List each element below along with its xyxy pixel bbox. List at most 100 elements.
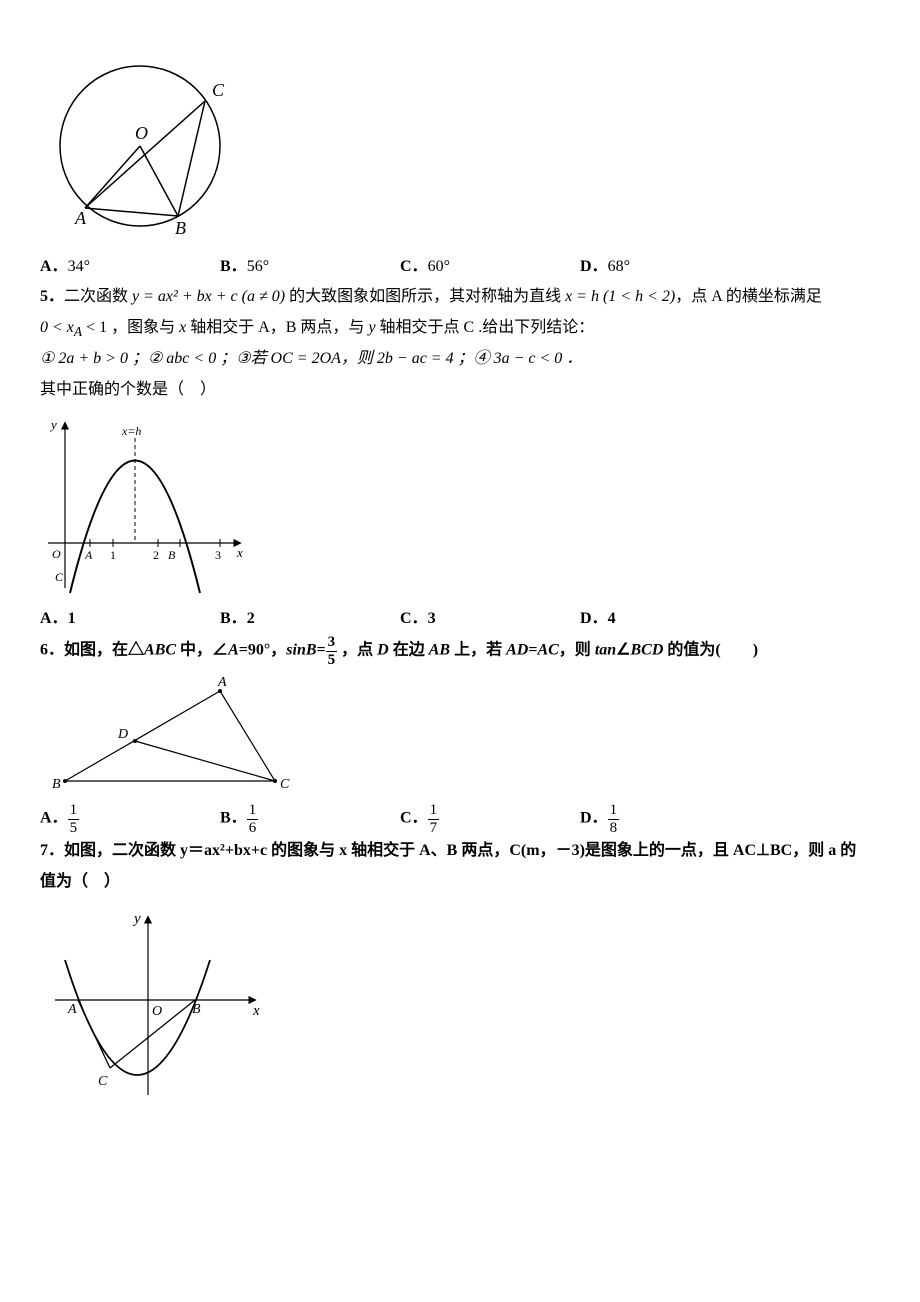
q7-line1: 7．如图，二次函数 y＝ax²+bx+c 的图象与 x 轴相交于 A、B 两点，…	[40, 836, 880, 866]
opt-label: C．	[400, 610, 428, 627]
q7-ACBC: AC⊥BC	[733, 842, 792, 859]
svg-text:y: y	[132, 911, 141, 927]
q6-text: ，点	[337, 642, 377, 659]
q7-text: 的图象与	[267, 842, 339, 859]
q7-num: 7．	[40, 842, 64, 859]
q6-text: ，则	[559, 642, 595, 659]
q7-text: 的	[836, 842, 856, 859]
svg-text:O: O	[152, 1004, 162, 1019]
opt-text: 34°	[68, 258, 90, 275]
q6-options: A．15 B．16 C．17 D．18	[40, 802, 880, 836]
q5-text: 二次函数	[64, 288, 132, 305]
q5-eq2: x = h (1 < h < 2)	[565, 288, 675, 305]
q5-svg: A 1 2 B 3 O x y C x=h	[40, 413, 250, 598]
q6-triangle-diagram: A B C D	[40, 676, 880, 796]
opt-text: 2	[247, 610, 255, 627]
opt-text: 60°	[428, 258, 450, 275]
q7-svg: x y O A B C	[40, 905, 270, 1100]
q6-text: 如图，在△	[64, 642, 144, 659]
q7-text: ，则	[792, 842, 828, 859]
q5-text: ，点 A 的横坐标满足	[675, 288, 822, 305]
q5-opt-C: C．3	[400, 604, 580, 634]
q6-opt-B: B．16	[220, 802, 400, 836]
q7-line2: 值为（ ）	[40, 867, 880, 897]
q6-ABC: ABC	[144, 642, 176, 659]
q5-opt-A: A．1	[40, 604, 220, 634]
q5-cond4: ④ 3a − c < 0 ．	[474, 350, 583, 367]
svg-text:C: C	[55, 570, 64, 584]
opt-text: 68°	[608, 258, 630, 275]
q7-x: x	[339, 842, 347, 859]
svg-text:1: 1	[110, 548, 116, 562]
q5-opt-D: D．4	[580, 604, 760, 634]
q5-text: < 1 ，图象与	[82, 319, 179, 336]
svg-text:y: y	[49, 417, 57, 432]
svg-text:C: C	[280, 777, 290, 792]
q5-line2: 0 < xA < 1 ，图象与 x 轴相交于 A，B 两点，与 y 轴相交于点 …	[40, 313, 880, 345]
svg-text:C: C	[98, 1074, 108, 1089]
q6-tan: tan	[595, 642, 616, 659]
q5-text: 轴相交于点 C .给出下列结论：	[376, 319, 595, 336]
opt-label: C．	[400, 258, 428, 275]
frac-num: 1	[68, 802, 80, 820]
opt-label: B．	[220, 610, 247, 627]
q6-ang: ∠	[616, 642, 630, 659]
svg-text:B: B	[52, 777, 61, 792]
opt-label: D．	[580, 258, 608, 275]
svg-text:D: D	[117, 727, 128, 742]
q6-sinB: sinB	[286, 642, 316, 659]
q7-text: 是图象上的一点，且	[585, 842, 733, 859]
svg-text:A: A	[84, 548, 93, 562]
q7-text: 如图，二次函数	[64, 842, 180, 859]
svg-text:x: x	[236, 545, 243, 560]
q6-BCD: BCD	[631, 642, 664, 659]
q6-svg: A B C D	[40, 676, 300, 796]
opt-label: B．	[220, 258, 247, 275]
q6-text: =	[317, 642, 326, 659]
frac-den: 5	[68, 820, 80, 837]
q5-opt-B: B．2	[220, 604, 400, 634]
opt-text: 1	[68, 610, 76, 627]
opt-label: D．	[580, 610, 608, 627]
svg-text:2: 2	[153, 548, 159, 562]
opt-label: A．	[40, 610, 68, 627]
svg-text:B: B	[192, 1002, 201, 1017]
svg-text:A: A	[217, 676, 227, 690]
q5-num: 5．	[40, 288, 64, 305]
q5-cond3: ③若 OC = 2OA，则 2b − ac = 4 ；	[236, 350, 473, 367]
q5-text: y	[368, 319, 375, 336]
q6-AC: AC	[537, 642, 558, 659]
point-C-label: C	[212, 80, 225, 100]
q4-options: A．34° B．56° C．60° D．68°	[40, 252, 880, 282]
q6-text: 中，∠	[176, 642, 228, 659]
frac-num: 1	[428, 802, 440, 820]
opt-label: D．	[580, 810, 608, 827]
q7-text: 轴相交于	[347, 842, 419, 859]
q6: 6．如图，在△ABC 中，∠A=90°，sinB=35 ，点 D 在边 AB 上…	[40, 634, 880, 668]
q7-AB: A、B	[419, 842, 457, 859]
svg-text:3: 3	[215, 548, 221, 562]
q5-sub: A	[74, 324, 82, 339]
q6-AB: AB	[429, 642, 450, 659]
q6-opt-C: C．17	[400, 802, 580, 836]
q4-opt-D: D．68°	[580, 252, 760, 282]
opt-label: C．	[400, 810, 428, 827]
q4-svg: A B C O	[40, 46, 240, 246]
q5-text: 的大致图象如图所示，其对称轴为直线	[285, 288, 565, 305]
opt-text: 4	[608, 610, 616, 627]
opt-label: A．	[40, 258, 68, 275]
q7-parabola-diagram: x y O A B C	[40, 905, 880, 1100]
q6-text: 上，若	[450, 642, 506, 659]
q5-text: 轴相交于 A，B 两点，与	[186, 319, 368, 336]
q5-line4: 其中正确的个数是（ ）	[40, 375, 880, 405]
frac-num: 3	[326, 634, 338, 652]
frac-num: 1	[247, 802, 259, 820]
q4-opt-C: C．60°	[400, 252, 580, 282]
q5-cond1: ① 2a + b > 0 ；	[40, 350, 148, 367]
q6-text: =90°，	[239, 642, 287, 659]
frac-num: 1	[608, 802, 620, 820]
q5-eq1: y = ax² + bx + c (a ≠ 0)	[132, 288, 285, 305]
q6-AD: AD	[506, 642, 528, 659]
frac-den: 8	[608, 820, 620, 837]
q5-line1: 5．二次函数 y = ax² + bx + c (a ≠ 0) 的大致图象如图所…	[40, 282, 880, 312]
